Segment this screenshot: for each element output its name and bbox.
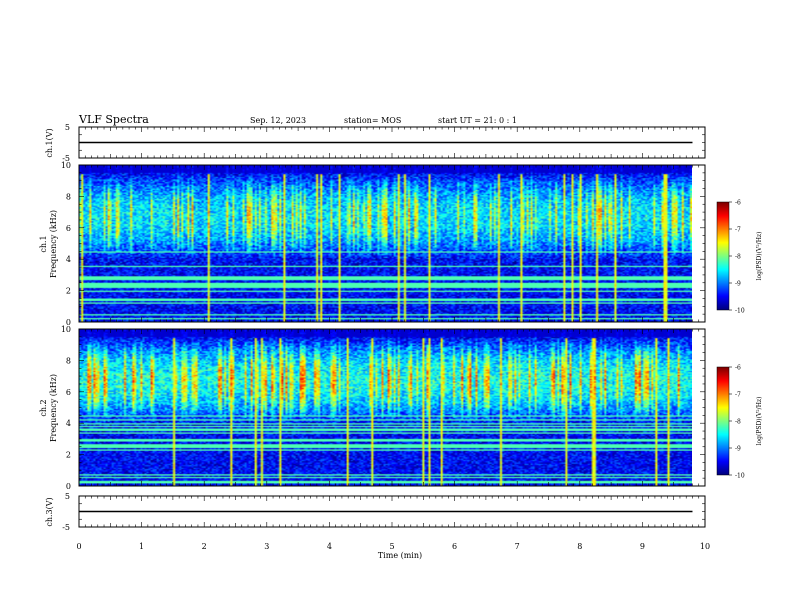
y-tick-label: 6 (66, 388, 71, 397)
y-tick-label: 2 (66, 287, 71, 296)
ch3-ytick-top: 5 (65, 492, 70, 501)
start-time-label: start UT = 21: 0 : 1 (438, 116, 517, 125)
x-tick-label: 3 (264, 542, 269, 551)
ch1-spectrogram (79, 165, 692, 322)
ch1-ylabel-freq-text: Frequency (kHz) (49, 210, 58, 278)
y-tick-label: 4 (66, 255, 71, 264)
x-tick-label: 8 (577, 542, 582, 551)
y-tick-label: 8 (66, 192, 71, 201)
figure-title: VLF Spectra (78, 113, 149, 126)
y-tick-label: 4 (66, 419, 71, 428)
ch2-spectrogram-panel: 0 2 4 6 8 10 ch.2 Frequency (kHz) (39, 325, 706, 491)
station-label: station= MOS (344, 116, 401, 125)
colorbar-tick-label: -10 (735, 308, 745, 315)
x-tick-label: 4 (327, 542, 332, 551)
y-tick-label: 0 (66, 482, 71, 491)
x-tick-label: 2 (202, 542, 207, 551)
colorbar-tick-label: -8 (735, 419, 741, 426)
y-tick-label: 6 (66, 224, 71, 233)
y-tick-label: 10 (61, 161, 71, 170)
ch3-ytick-bottom: -5 (62, 523, 70, 532)
ch1-colorbar-label: log(PSD)(V²/Hz) (756, 232, 763, 281)
ch3-ylabel: ch.3(V) (45, 497, 54, 526)
ch1-ytick-bottom: -5 (62, 154, 70, 163)
ch2-colorbar: -6 -7 -8 -9 -10 log(PSD)(V²/Hz) (716, 365, 763, 480)
ch2-colorbar-gradient (717, 367, 729, 475)
x-tick-label: 9 (640, 542, 645, 551)
colorbar-tick-label: -7 (735, 392, 741, 399)
x-tick-label: 7 (515, 542, 520, 551)
colorbar-tick-label: -10 (735, 473, 745, 480)
ch2-colorbar-label: log(PSD)(V²/Hz) (756, 397, 763, 446)
y-tick-label: 8 (66, 356, 71, 365)
y-tick-label: 10 (61, 325, 71, 334)
x-tick-label: 5 (389, 542, 394, 551)
ch1-ylabel-text: ch.1 (39, 235, 48, 252)
ch2-ylabel-freq-text: Frequency (kHz) (49, 374, 58, 442)
ch1-colorbar: -6 -7 -8 -9 -10 log(PSD)(V²/Hz) (716, 200, 763, 315)
ch1-ylabel-ch: ch.1 (39, 235, 48, 252)
y-tick-label: 0 (66, 318, 71, 327)
ch1-ylabel: ch.1(V) (45, 128, 54, 157)
ch2-ylabel-freq: Frequency (kHz) (49, 374, 58, 442)
ch3-waveform-panel: 5 -5 ch.3(V) 0 1 2 3 4 5 6 7 8 9 10 Time (min) (45, 492, 710, 560)
ch1-ytick-top: 5 (65, 123, 70, 132)
x-tick-label: 6 (452, 542, 457, 551)
ch2-ylabel-text: ch.2 (39, 399, 48, 416)
colorbar-tick-label: -6 (735, 365, 741, 372)
ch2-spectrogram (79, 329, 692, 486)
date-label: Sep. 12, 2023 (250, 116, 306, 125)
colorbar-tick-label: -8 (735, 254, 741, 261)
x-tick-label: 1 (139, 542, 144, 551)
colorbar-tick-label: -6 (735, 200, 741, 207)
ch1-ylabel-freq: Frequency (kHz) (49, 210, 58, 278)
colorbar-tick-label: -7 (735, 227, 741, 234)
ch1-waveform-panel: 5 -5 ch.1(V) (45, 123, 706, 163)
x-axis-label: Time (min) (378, 551, 422, 560)
ch1-colorbar-gradient (717, 202, 729, 310)
y-tick-label: 2 (66, 451, 71, 460)
colorbar-tick-label: -9 (735, 281, 741, 288)
ch2-ylabel-ch: ch.2 (39, 399, 48, 416)
ch1-spectrogram-panel: 0 2 4 6 8 10 ch.1 Frequency (kHz) (39, 161, 706, 327)
x-tick-label: 0 (76, 542, 81, 551)
x-tick-label: 10 (700, 542, 710, 551)
colorbar-tick-label: -9 (735, 446, 741, 453)
